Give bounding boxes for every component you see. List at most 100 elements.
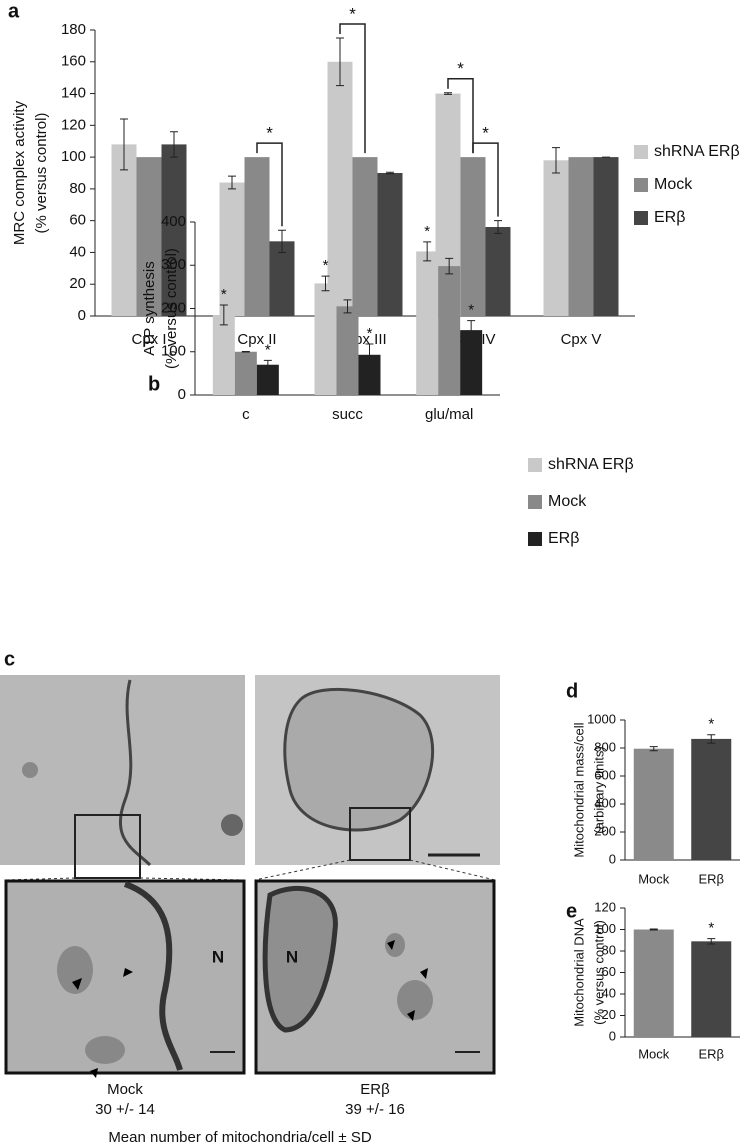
membrane [118, 679, 152, 867]
zoom-box [349, 807, 411, 861]
significance-star: * [323, 257, 329, 274]
bar [691, 738, 732, 860]
x-tick-label: Cpx V [561, 331, 602, 348]
error-bar [263, 359, 272, 370]
significance-bracket [472, 142, 499, 217]
significance-bracket [447, 78, 474, 154]
y-tick-label: 200 [161, 299, 186, 316]
nucleus-label: N [212, 947, 224, 966]
legend-label: Mock [548, 493, 587, 510]
bar [111, 144, 137, 316]
bar [460, 330, 483, 395]
x-tick-label: Cpx II [237, 331, 276, 348]
y-tick-label: 1000 [587, 711, 616, 726]
group-name: ERβ [360, 1081, 390, 1098]
panel-label: b [148, 373, 160, 395]
significance-star: * [708, 716, 714, 733]
significance-bracket [339, 23, 366, 154]
y-tick-label: 60 [69, 212, 86, 229]
y-tick-label: 100 [161, 343, 186, 360]
panel-label: a [8, 0, 20, 22]
nucleus [262, 885, 338, 1033]
significance-star: * [349, 4, 356, 23]
organelle [22, 762, 38, 778]
error-bar [278, 229, 286, 253]
y-tick-label: 120 [594, 899, 616, 914]
y-tick-label: 300 [161, 256, 186, 273]
mitochondrion [385, 933, 405, 957]
legend-swatch [528, 495, 542, 509]
legend-label: shRNA ERβ [548, 456, 634, 473]
y-tick-label: 20 [602, 1007, 616, 1022]
bar [327, 61, 353, 317]
group-count: 30 +/- 14 [95, 1101, 155, 1118]
error-bar [219, 304, 228, 326]
significance-star: * [424, 223, 430, 240]
y-tick-label: 40 [69, 243, 86, 260]
significance-star: * [265, 341, 271, 358]
legend-swatch [634, 211, 648, 225]
y-tick-label: 0 [178, 386, 186, 403]
y-tick-label: 60 [602, 964, 616, 979]
y-tick-label: 100 [594, 921, 616, 936]
bar [234, 351, 257, 395]
bar [161, 144, 187, 316]
panel-label: e [566, 900, 577, 922]
mitochondrion [85, 1036, 125, 1064]
bar [256, 364, 279, 395]
bar [485, 227, 511, 316]
y-tick-label: 400 [594, 795, 616, 810]
significance-star: * [221, 286, 227, 303]
bar [136, 157, 162, 316]
x-tick-label: succ [332, 406, 363, 423]
bar [336, 306, 359, 395]
legend-label: Mock [654, 176, 693, 193]
y-tick-label: 400 [161, 213, 186, 230]
x-tick-label: Mock [638, 871, 670, 886]
error-bar [386, 171, 394, 175]
bar [438, 266, 461, 395]
significance-star: * [468, 302, 474, 319]
panel-c: c N N Mock 30 +/- 14 ERβ 39 +/- 1 [0, 648, 500, 1146]
y-axis-label: Mitochondrial DNA [571, 918, 586, 1027]
bar [377, 173, 403, 316]
legend-label: ERβ [548, 530, 579, 547]
error-bar [336, 37, 344, 87]
bar [358, 354, 381, 395]
error-bar [707, 938, 716, 945]
significance-star: * [266, 124, 273, 143]
error-bar [444, 92, 452, 95]
y-axis-label: Mitochondrial mass/cell [571, 722, 586, 857]
error-bar [494, 220, 502, 234]
nucleus [283, 687, 435, 832]
group-count: 39 +/- 16 [345, 1101, 405, 1118]
error-bar [649, 928, 658, 931]
bar [352, 157, 378, 316]
error-bar [649, 746, 658, 752]
x-tick-label: Mock [638, 1046, 670, 1061]
significance-star: * [457, 59, 464, 78]
y-tick-label: 180 [61, 21, 86, 38]
legend-label: shRNA ERβ [654, 143, 740, 160]
x-tick-label: ERβ [698, 1046, 724, 1061]
membrane [123, 881, 183, 1071]
bar [691, 941, 732, 1037]
y-tick-label: 0 [609, 851, 616, 866]
error-bar [467, 320, 476, 341]
error-bar [321, 275, 330, 292]
error-bar [552, 147, 560, 174]
x-tick-label: c [242, 406, 250, 423]
bar [269, 241, 295, 316]
y-tick-label: 140 [61, 85, 86, 102]
error-bar [365, 343, 374, 367]
y-tick-label: 80 [69, 180, 86, 197]
error-bar [120, 118, 128, 171]
legend-swatch [528, 458, 542, 472]
error-bar [423, 241, 432, 262]
error-bar [228, 175, 236, 190]
error-bar [170, 131, 178, 158]
y-tick-label: 120 [61, 116, 86, 133]
zoom-lines [4, 859, 496, 881]
bar [219, 182, 245, 316]
zoom-box [74, 814, 141, 879]
